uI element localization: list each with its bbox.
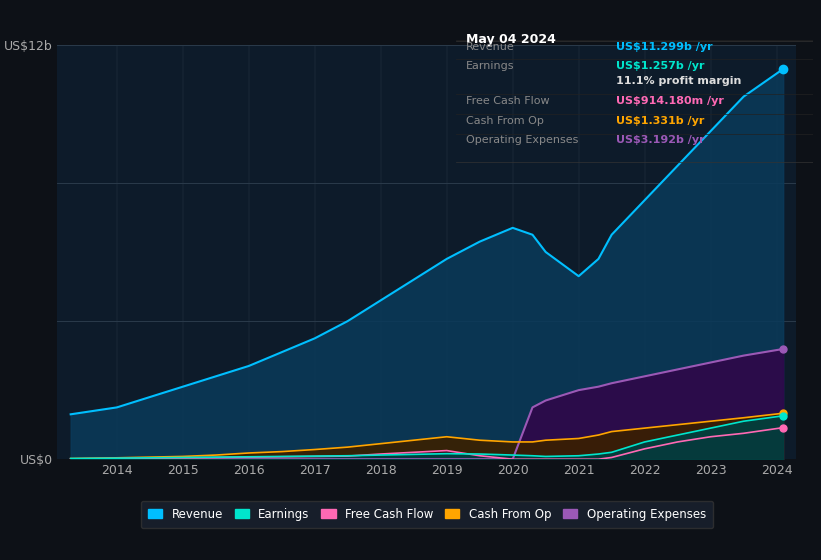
Text: US$1.257b /yr: US$1.257b /yr	[617, 61, 705, 71]
Text: Operating Expenses: Operating Expenses	[466, 136, 579, 146]
Text: US$914.180m /yr: US$914.180m /yr	[617, 96, 724, 106]
Text: Earnings: Earnings	[466, 61, 515, 71]
Text: Cash From Op: Cash From Op	[466, 116, 544, 125]
Text: US$1.331b /yr: US$1.331b /yr	[617, 116, 704, 125]
Text: US$3.192b /yr: US$3.192b /yr	[617, 136, 705, 146]
Text: 11.1% profit margin: 11.1% profit margin	[617, 76, 741, 86]
Legend: Revenue, Earnings, Free Cash Flow, Cash From Op, Operating Expenses: Revenue, Earnings, Free Cash Flow, Cash …	[140, 501, 713, 528]
Text: Revenue: Revenue	[466, 41, 515, 52]
Text: Free Cash Flow: Free Cash Flow	[466, 96, 550, 106]
Text: May 04 2024: May 04 2024	[466, 33, 557, 46]
Text: US$11.299b /yr: US$11.299b /yr	[617, 41, 713, 52]
